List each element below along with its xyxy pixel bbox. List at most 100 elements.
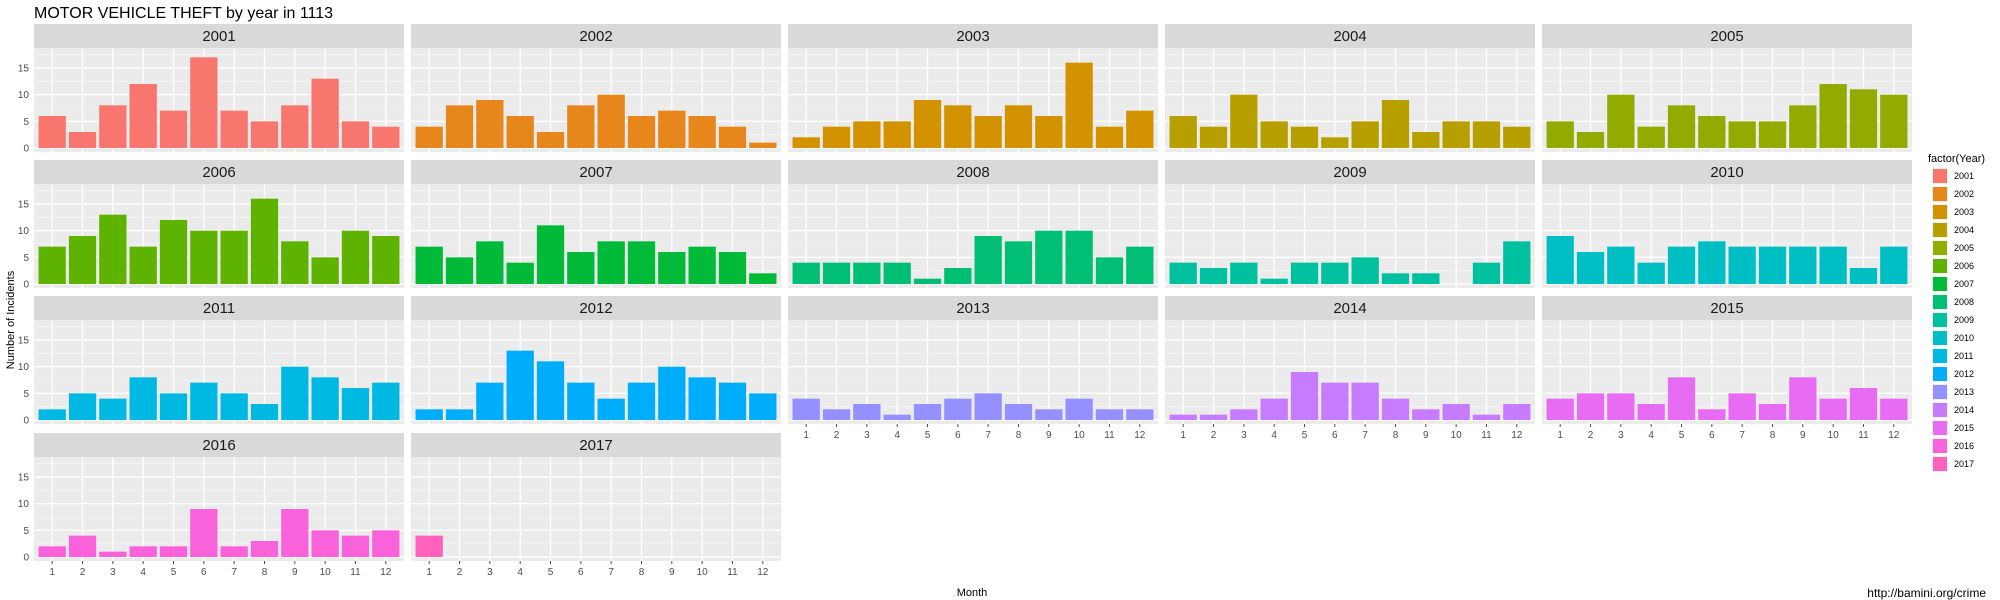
facet-strip	[788, 24, 1158, 48]
y-tick-label: 0	[23, 553, 29, 564]
bar-2005-8	[1758, 121, 1787, 148]
legend-label: 2012	[1954, 369, 1974, 379]
legend-item-2016: 2016	[1932, 438, 1974, 454]
bar-2014-9	[1412, 409, 1440, 420]
legend-label: 2007	[1954, 279, 1974, 289]
bar-2006-2	[68, 236, 97, 284]
bar-2009-4	[1260, 278, 1288, 284]
x-tick-label: 9	[1800, 430, 1806, 441]
legend-swatch	[1933, 277, 1947, 291]
bar-2003-3	[853, 121, 881, 148]
facet-strip	[34, 296, 404, 320]
x-tick-label: 5	[1302, 430, 1308, 441]
bar-2004-12	[1503, 126, 1531, 148]
y-tick-label: 0	[23, 280, 29, 291]
bar-2003-4	[883, 121, 911, 148]
bar-2017-1	[415, 535, 443, 557]
bar-2010-12	[1880, 246, 1908, 284]
x-tick-label: 10	[1828, 430, 1840, 441]
bar-2016-1	[38, 546, 66, 557]
bar-2001-6	[190, 57, 218, 149]
x-tick-label: 1	[1557, 430, 1563, 441]
bar-2008-5	[913, 278, 942, 284]
bar-2013-7	[974, 393, 1002, 420]
bar-2004-11	[1472, 121, 1501, 148]
facet-strip	[411, 433, 781, 457]
facet-strip	[34, 433, 404, 457]
bar-2007-8	[627, 241, 656, 284]
legend-swatch	[1933, 403, 1947, 417]
bar-2009-11	[1472, 262, 1501, 284]
legend-label: 2006	[1954, 261, 1974, 271]
bar-2007-1	[415, 246, 443, 284]
bar-2009-9	[1412, 273, 1440, 284]
panel-background	[1165, 320, 1535, 424]
bar-2005-5	[1667, 105, 1696, 148]
x-tick-label: 1	[803, 430, 809, 441]
y-tick-label: 5	[23, 117, 29, 128]
legend-label: 2013	[1954, 387, 1974, 397]
bar-2001-12	[372, 126, 400, 148]
bar-2009-3	[1230, 262, 1258, 284]
facet-strip-label: 2014	[1333, 300, 1366, 317]
bar-2015-11	[1849, 388, 1878, 420]
legend-item-2002: 2002	[1932, 186, 1974, 202]
bar-2013-8	[1004, 404, 1033, 420]
x-tick-label: 2	[80, 567, 86, 578]
x-tick-label: 11	[1858, 430, 1869, 441]
facet-strip-label: 2003	[956, 28, 989, 45]
legend-label: 2011	[1954, 351, 1973, 361]
facet-panel-2012: 2012	[411, 296, 781, 424]
bar-2015-2	[1576, 393, 1605, 420]
bar-2001-2	[68, 132, 97, 148]
legend-label: 2015	[1954, 423, 1974, 433]
bar-2013-1	[792, 398, 820, 420]
bar-2011-3	[99, 398, 127, 420]
bar-2008-10	[1065, 230, 1093, 284]
bar-2008-12	[1126, 246, 1154, 284]
bar-2002-6	[567, 105, 595, 148]
legend-swatch	[1933, 241, 1947, 255]
x-tick-label: 9	[292, 567, 298, 578]
bar-2014-5	[1290, 372, 1319, 420]
bar-2003-9	[1035, 116, 1063, 148]
bar-2006-11	[341, 230, 370, 284]
bar-2010-2	[1576, 252, 1605, 284]
legend-swatch	[1933, 421, 1947, 435]
x-tick-label: 6	[1332, 430, 1338, 441]
facet-strip	[1165, 160, 1535, 184]
x-tick-label: 6	[578, 567, 584, 578]
bar-2006-1	[38, 246, 66, 284]
x-tick-label: 6	[1709, 430, 1715, 441]
bar-2009-1	[1169, 262, 1197, 284]
x-tick-label: 5	[925, 430, 931, 441]
bar-2001-4	[129, 84, 157, 148]
x-tick-label: 2	[457, 567, 463, 578]
bar-2012-12	[749, 393, 777, 420]
legend-swatch	[1933, 259, 1947, 273]
legend-swatch	[1933, 223, 1947, 237]
bar-2009-8	[1381, 273, 1410, 284]
x-tick-label: 11	[1481, 430, 1492, 441]
bar-2007-6	[567, 252, 595, 284]
x-tick-label: 8	[262, 567, 268, 578]
bar-2016-3	[99, 551, 127, 557]
bar-2014-1	[1169, 414, 1197, 420]
bar-2005-4	[1637, 126, 1665, 148]
bar-2014-3	[1230, 409, 1258, 420]
x-tick-label: 11	[350, 567, 361, 578]
bar-2015-4	[1637, 404, 1665, 420]
legend-swatch	[1933, 439, 1947, 453]
bar-2002-3	[476, 100, 504, 148]
y-tick-label: 15	[18, 200, 30, 211]
bar-2013-6	[944, 398, 972, 420]
bar-2012-11	[718, 382, 747, 420]
bar-2001-10	[311, 78, 339, 148]
bar-2003-8	[1004, 105, 1033, 148]
x-tick-label: 8	[1770, 430, 1776, 441]
legend-item-2007: 2007	[1932, 276, 1974, 292]
bar-2001-3	[99, 105, 127, 148]
legend-item-2005: 2005	[1932, 240, 1974, 256]
bar-2010-11	[1849, 268, 1878, 284]
